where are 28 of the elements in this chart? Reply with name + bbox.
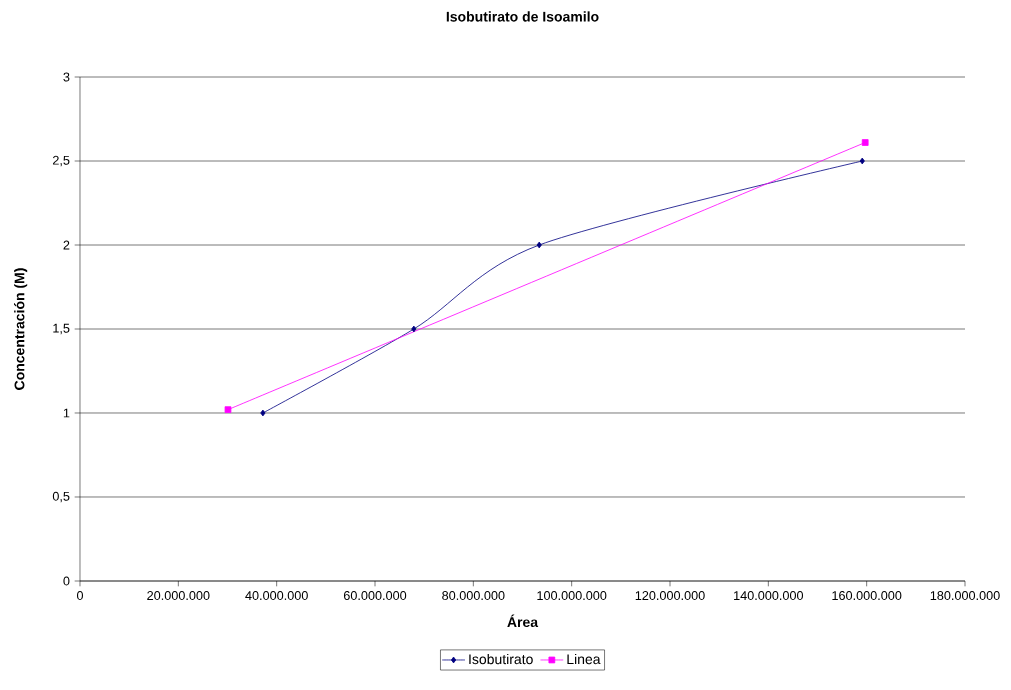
- y-tick-label: 3: [63, 72, 70, 82]
- x-tick-label: 140.000.000: [734, 591, 804, 601]
- x-tick-label: 40.000.000: [245, 591, 308, 601]
- y-tick-label: 0: [63, 576, 70, 586]
- x-axis-title: Área: [507, 614, 539, 628]
- legend-label: Isobutirato: [469, 653, 533, 665]
- y-tick-label: 2,5: [52, 155, 70, 167]
- x-tick-label: 160.000.000: [832, 591, 902, 601]
- y-tick-label: 1,5: [53, 323, 70, 335]
- point: [260, 409, 266, 417]
- legend-label: Linea: [567, 653, 601, 665]
- point: [861, 139, 869, 146]
- chart-title: Isobutirato de Isoamilo: [446, 11, 599, 22]
- point: [224, 406, 232, 413]
- x-tick-label: 100.000.000: [537, 591, 607, 601]
- x-tick-label: 0: [76, 591, 84, 601]
- x-tick-label: 180.000.000: [930, 591, 1000, 601]
- point: [536, 241, 542, 249]
- point: [411, 325, 417, 333]
- y-axis-title: Concentración (M): [14, 268, 28, 390]
- y-tick-label: 0,5: [52, 491, 70, 503]
- x-tick-label: 60.000.000: [343, 591, 407, 601]
- x-tick-label: 80.000.000: [442, 591, 505, 601]
- point: [859, 157, 865, 165]
- y-tick-label: 1: [63, 408, 70, 418]
- x-tick-label: 20.000.000: [147, 591, 210, 601]
- x-tick-label: 120.000.000: [635, 591, 705, 601]
- y-tick-label: 2: [63, 240, 70, 250]
